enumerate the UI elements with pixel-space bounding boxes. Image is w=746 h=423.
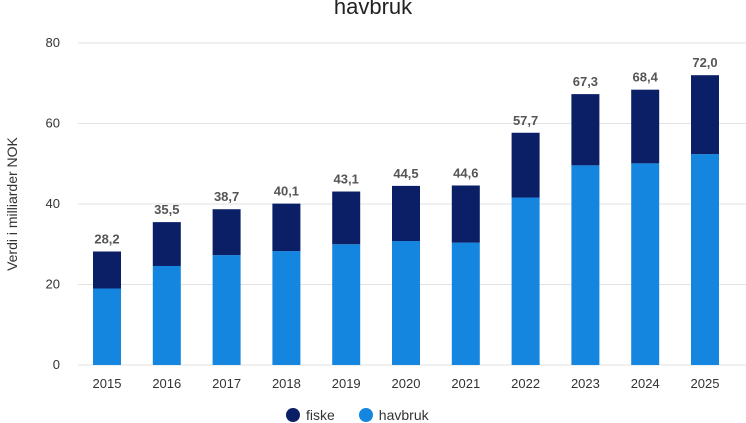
bar-fiske-2017[interactable] bbox=[212, 209, 241, 256]
data-label-2023: 67,3 bbox=[573, 74, 598, 89]
legend-label-fiske: fiske bbox=[306, 407, 335, 423]
bar-fiske-2016[interactable] bbox=[152, 222, 181, 266]
data-label-2025: 72,0 bbox=[692, 55, 717, 70]
bar-havbruk-2025[interactable] bbox=[691, 154, 719, 365]
bar-havbruk-2016[interactable] bbox=[152, 265, 181, 365]
bar-fiske-2018[interactable] bbox=[272, 203, 301, 252]
bar-fiske-2025[interactable] bbox=[691, 75, 719, 155]
bar-havbruk-2017[interactable] bbox=[212, 255, 241, 365]
data-label-2016: 35,5 bbox=[154, 202, 179, 217]
data-label-2015: 28,2 bbox=[94, 231, 119, 246]
x-tick-label-2023: 2023 bbox=[571, 376, 600, 391]
x-tick-label-2020: 2020 bbox=[392, 376, 421, 391]
legend-label-havbruk: havbruk bbox=[378, 407, 429, 423]
data-label-2021: 44,6 bbox=[453, 165, 478, 180]
y-tick-label: 60 bbox=[46, 116, 60, 131]
data-label-2018: 40,1 bbox=[274, 184, 299, 199]
bar-fiske-2023[interactable] bbox=[571, 94, 600, 166]
data-label-2020: 44,5 bbox=[393, 166, 418, 181]
bar-havbruk-2018[interactable] bbox=[272, 251, 301, 365]
bar-fiske-2020[interactable] bbox=[392, 185, 420, 242]
y-tick-label: 0 bbox=[53, 357, 60, 372]
bar-fiske-2019[interactable] bbox=[332, 191, 361, 245]
data-label-2017: 38,7 bbox=[214, 189, 239, 204]
bar-fiske-2021[interactable] bbox=[451, 185, 480, 243]
legend-item-havbruk[interactable]: havbruk bbox=[358, 407, 429, 423]
bar-havbruk-2019[interactable] bbox=[332, 244, 361, 365]
bar-havbruk-2015[interactable] bbox=[93, 288, 121, 365]
x-tick-label-2021: 2021 bbox=[451, 376, 480, 391]
legend: fiske havbruk bbox=[286, 407, 429, 423]
legend-swatch-fiske bbox=[286, 408, 300, 422]
x-tick-label-2016: 2016 bbox=[152, 376, 181, 391]
x-tick-label-2022: 2022 bbox=[511, 376, 540, 391]
data-label-2022: 57,7 bbox=[513, 113, 538, 128]
bar-fiske-2024[interactable] bbox=[631, 89, 660, 164]
x-tick-label-2018: 2018 bbox=[272, 376, 301, 391]
bar-havbruk-2021[interactable] bbox=[451, 242, 480, 365]
bar-havbruk-2022[interactable] bbox=[511, 197, 540, 365]
x-tick-label-2019: 2019 bbox=[332, 376, 361, 391]
bar-fiske-2015[interactable] bbox=[93, 251, 121, 289]
x-tick-label-2017: 2017 bbox=[212, 376, 241, 391]
bar-fiske-2022[interactable] bbox=[511, 132, 540, 198]
bar-havbruk-2020[interactable] bbox=[392, 241, 420, 365]
data-label-2024: 68,4 bbox=[633, 70, 659, 85]
legend-swatch-havbruk bbox=[358, 408, 373, 422]
x-tick-label-2015: 2015 bbox=[93, 376, 122, 391]
chart-title: havbruk bbox=[333, 0, 413, 19]
data-label-2019: 43,1 bbox=[334, 172, 359, 187]
bar-havbruk-2024[interactable] bbox=[631, 163, 660, 365]
y-tick-label: 20 bbox=[46, 277, 60, 292]
y-tick-label: 40 bbox=[46, 196, 60, 211]
x-tick-label-2024: 2024 bbox=[631, 376, 660, 391]
y-tick-label: 80 bbox=[46, 35, 60, 50]
bar-havbruk-2023[interactable] bbox=[571, 165, 600, 365]
x-tick-label-2025: 2025 bbox=[691, 376, 720, 391]
legend-item-fiske[interactable]: fiske bbox=[286, 407, 335, 423]
